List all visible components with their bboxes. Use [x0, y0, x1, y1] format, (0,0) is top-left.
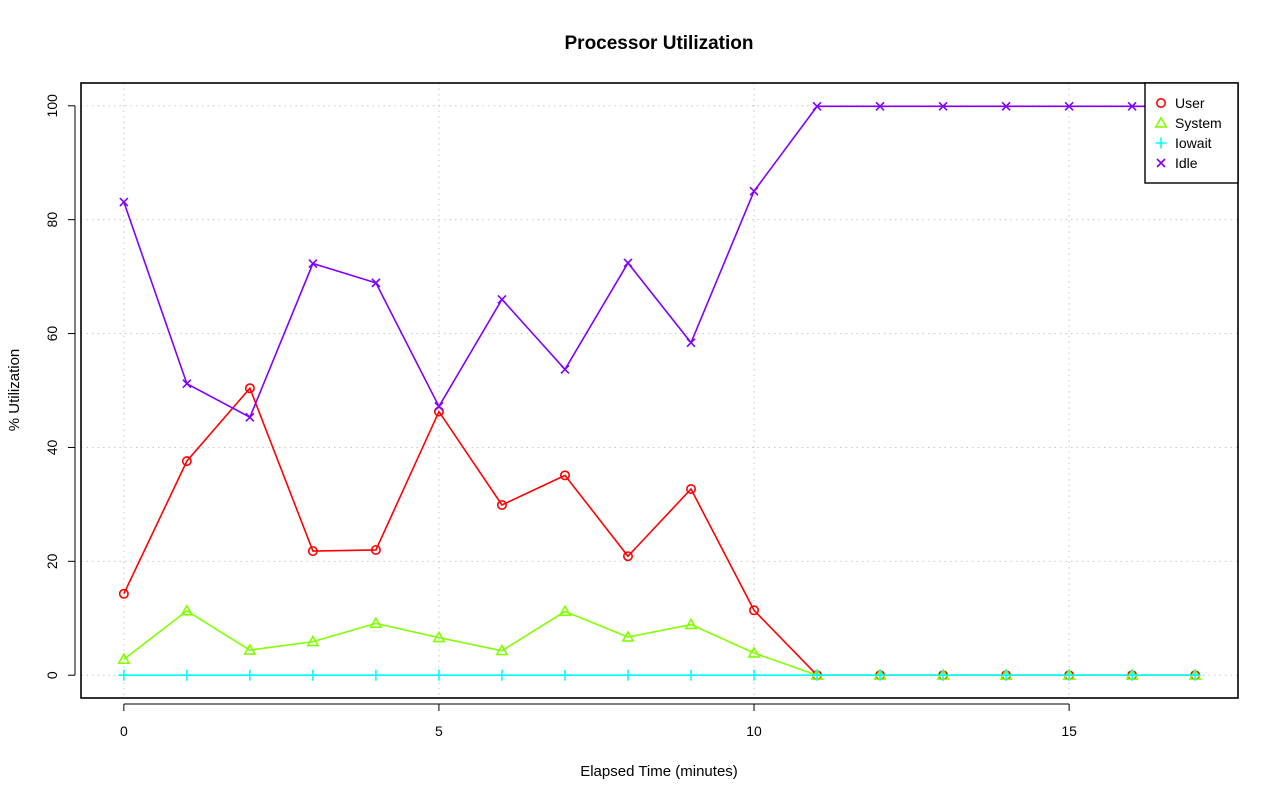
- grid-layer: [81, 83, 1238, 698]
- data-point-user: [370, 544, 381, 555]
- legend-item-idle: Idle: [1156, 155, 1198, 171]
- data-point-iowait: [622, 669, 634, 681]
- legend-label-user: User: [1175, 95, 1205, 111]
- data-point-idle: [182, 379, 192, 389]
- data-point-iowait: [181, 669, 193, 681]
- data-point-user: [181, 456, 192, 467]
- plot-frame: [80, 82, 1239, 699]
- data-point-iowait: [496, 669, 508, 681]
- data-point-idle: [308, 258, 318, 269]
- data-point-idle: [119, 197, 129, 207]
- data-point-system: [621, 630, 635, 642]
- data-point-system: [117, 652, 131, 664]
- legend-marker-idle: [1156, 158, 1166, 168]
- y-tick-label: 80: [44, 212, 60, 228]
- data-point-user: [686, 484, 697, 495]
- data-point-iowait: [433, 669, 445, 681]
- chart-title: Processor Utilization: [565, 33, 754, 54]
- data-point-idle: [875, 101, 885, 111]
- data-point-idle: [1064, 101, 1074, 111]
- data-point-system: [369, 616, 383, 629]
- data-point-idle: [560, 364, 570, 374]
- data-point-system: [306, 634, 320, 647]
- data-point-idle: [245, 412, 255, 422]
- data-point-idle: [1127, 101, 1137, 111]
- axis-layer: 0 5 10 15 0 20 40 60 80 100: [44, 94, 1077, 739]
- data-point-user: [496, 499, 507, 510]
- data-point-iowait: [1000, 669, 1012, 681]
- data-point-system: [747, 646, 761, 658]
- y-tick-label: 100: [44, 94, 60, 118]
- data-point-idle: [686, 338, 696, 348]
- data-point-system: [243, 643, 257, 655]
- legend-marker-system: [1154, 116, 1168, 128]
- data-point-iowait: [937, 669, 949, 681]
- series-line-idle: [123, 105, 1196, 419]
- y-tick-label: 60: [44, 326, 60, 342]
- data-point-iowait: [244, 669, 256, 681]
- data-point-system: [432, 630, 446, 643]
- x-tick-label: 15: [1061, 723, 1077, 739]
- data-point-iowait: [370, 669, 382, 681]
- legend: User System Iowait Idle: [1144, 82, 1239, 184]
- data-point-iowait: [874, 669, 886, 681]
- data-point-iowait: [748, 669, 760, 681]
- data-point-user: [559, 470, 570, 481]
- data-point-iowait: [1063, 669, 1075, 681]
- series-iowait: [118, 669, 1201, 681]
- data-point-idle: [623, 258, 633, 268]
- data-point-system: [180, 604, 194, 616]
- data-point-idle: [1001, 101, 1011, 111]
- data-point-system: [684, 617, 698, 630]
- data-point-iowait: [811, 669, 823, 681]
- y-axis-label: % Utilization: [6, 349, 23, 432]
- data-point-idle: [812, 101, 822, 111]
- x-tick-label: 5: [435, 723, 443, 739]
- y-tick-label: 0: [44, 671, 60, 679]
- x-tick-label: 10: [746, 723, 762, 739]
- data-point-idle: [434, 401, 444, 412]
- data-point-system: [558, 604, 572, 617]
- data-point-system: [495, 643, 509, 656]
- x-axis-label: Elapsed Time (minutes): [580, 763, 738, 780]
- data-point-iowait: [118, 669, 130, 681]
- data-point-iowait: [1189, 669, 1201, 681]
- data-point-user: [244, 383, 255, 394]
- legend-marker-user: [1156, 98, 1167, 109]
- data-point-iowait: [559, 669, 571, 681]
- data-point-user: [622, 551, 633, 562]
- data-point-iowait: [685, 669, 697, 681]
- legend-item-system: System: [1154, 115, 1222, 131]
- y-tick-label: 20: [44, 553, 60, 569]
- data-point-idle: [938, 101, 948, 111]
- legend-box: [1144, 82, 1239, 184]
- legend-label-idle: Idle: [1175, 155, 1198, 171]
- legend-label-iowait: Iowait: [1175, 135, 1212, 151]
- legend-marker-iowait: [1155, 137, 1167, 149]
- data-point-user: [118, 588, 129, 599]
- data-point-user: [307, 546, 318, 557]
- legend-item-user: User: [1156, 95, 1205, 111]
- data-point-idle: [371, 278, 381, 288]
- data-point-iowait: [307, 669, 319, 681]
- data-point-iowait: [1126, 669, 1138, 681]
- legend-item-iowait: Iowait: [1155, 135, 1212, 151]
- y-tick-label: 40: [44, 439, 60, 455]
- legend-label-system: System: [1175, 115, 1222, 131]
- x-tick-label: 0: [120, 723, 128, 739]
- data-point-idle: [497, 294, 507, 304]
- data-point-idle: [749, 186, 759, 196]
- data-point-user: [749, 605, 760, 616]
